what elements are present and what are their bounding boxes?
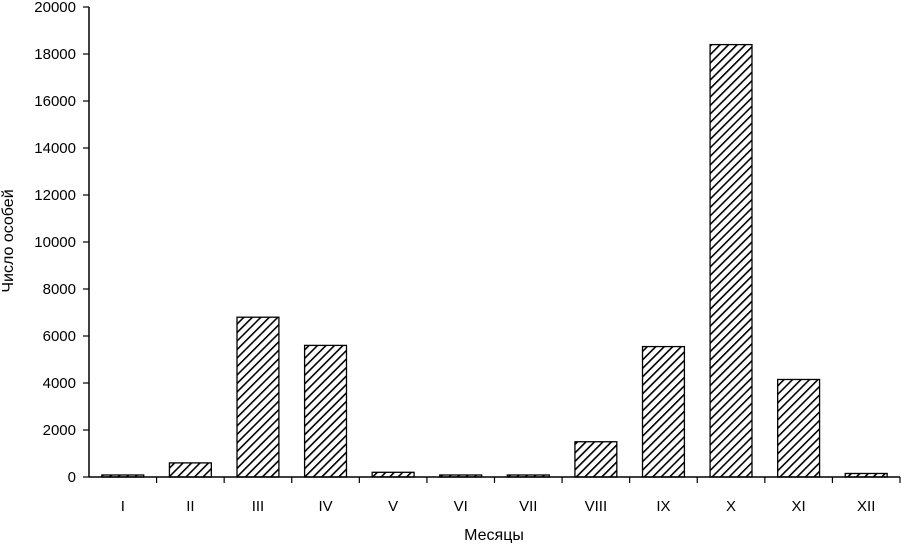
x-tick-label: XI <box>792 498 806 515</box>
x-tick-label: V <box>388 498 398 515</box>
y-tick-label: 0 <box>68 469 76 486</box>
x-tick-label: X <box>726 498 736 515</box>
y-tick-label: 6000 <box>43 328 76 345</box>
y-tick-label: 16000 <box>34 93 76 110</box>
x-tick-label: VII <box>519 498 537 515</box>
y-axis-title: Число особей <box>0 189 17 292</box>
y-tick-label: 18000 <box>34 46 76 63</box>
x-tick-label: VI <box>454 498 468 515</box>
bar-XI <box>777 378 821 478</box>
bar-IX <box>641 345 686 478</box>
x-tick-label: VIII <box>585 498 608 515</box>
y-tick-label: 14000 <box>34 140 76 157</box>
x-axis-ticks: I II III IV V VI VII VIII IX X XI XII <box>121 477 901 515</box>
y-axis-ticks: 0 2000 4000 6000 8000 10000 12000 14000 16000 180… <box>34 0 89 486</box>
y-tick-label: 4000 <box>43 375 76 392</box>
x-tick-label: IV <box>318 498 332 515</box>
bar-X <box>709 43 753 478</box>
bar-IV <box>303 344 348 478</box>
y-tick-label: 20000 <box>34 0 76 16</box>
x-axis-title: Месяцы <box>464 527 524 543</box>
bar-II <box>168 462 212 478</box>
x-tick-label: I <box>121 498 125 515</box>
y-tick-label: 12000 <box>34 187 76 204</box>
x-tick-label: XII <box>857 498 875 515</box>
x-tick-label: II <box>186 498 194 515</box>
y-tick-label: 8000 <box>43 281 76 298</box>
x-tick-label: IX <box>656 498 670 515</box>
bars <box>101 43 888 478</box>
y-tick-label: 10000 <box>34 234 76 251</box>
bar-III <box>236 316 280 478</box>
y-tick-label: 2000 <box>43 422 76 439</box>
bar-VIII <box>574 441 618 478</box>
x-tick-label: III <box>252 498 265 515</box>
